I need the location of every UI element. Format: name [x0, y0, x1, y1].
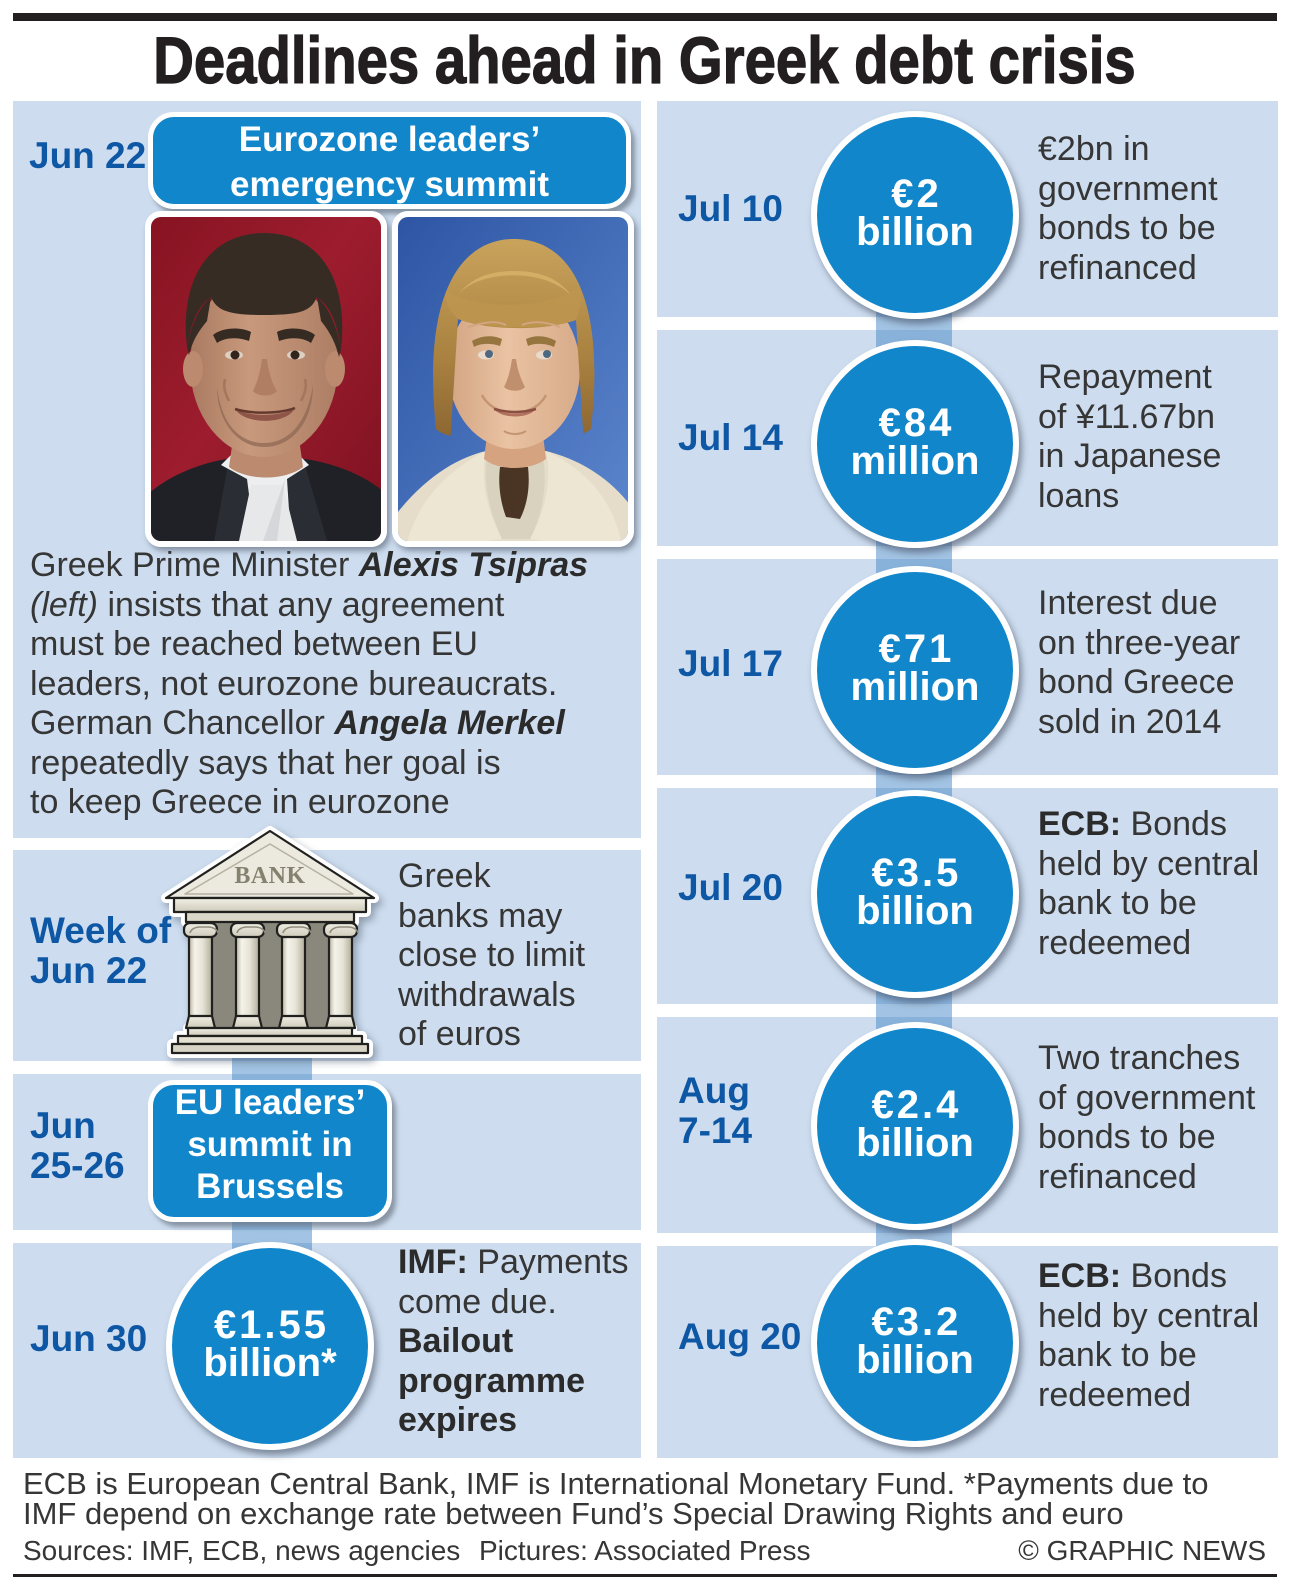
svg-text:BANK: BANK — [234, 863, 305, 889]
